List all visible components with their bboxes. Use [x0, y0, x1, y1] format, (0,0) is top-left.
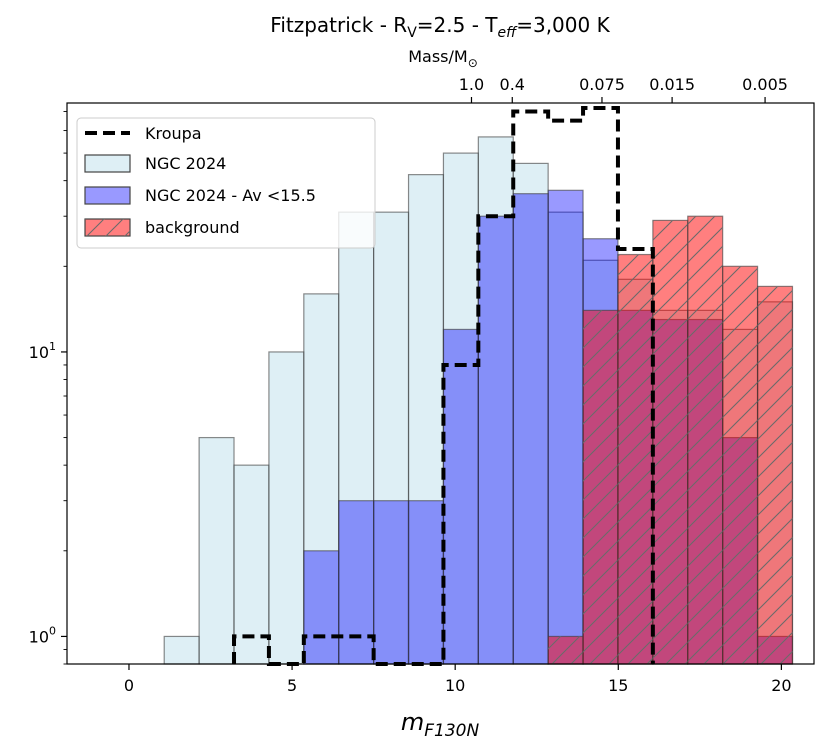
bar-ngc-2024-7: [407, 174, 445, 665]
title-base: Fitzpatrick - R: [270, 13, 407, 37]
bar-ngc-2024-av-15-5-11: [547, 189, 584, 665]
x-axis-label-sub: F130N: [424, 721, 479, 741]
legend-frame: [76, 117, 376, 249]
bar-hatch-background-13: [617, 254, 653, 665]
legend-av-label: NGC 2024 - Av <15.5: [145, 186, 316, 205]
bar-hatch-background-16: [722, 266, 758, 664]
top-tick-label-0.015: 0.015: [649, 75, 695, 94]
bar-ngc-2024-1: [198, 436, 235, 665]
bar-hatch-background-11: [548, 636, 584, 664]
x-tick-label-20: 20: [771, 676, 791, 695]
bar-ngc-2024-9: [477, 136, 514, 665]
top-tick-label-0.005: 0.005: [742, 75, 788, 94]
bar-ngc-2024-av-15-5-7: [407, 500, 445, 665]
top-tick-label-0.075: 0.075: [579, 75, 625, 94]
plot-frame: [66, 102, 815, 665]
bar-ngc-2024-11: [547, 211, 584, 665]
top-tick-label-0.4: 0.4: [500, 75, 525, 94]
legend-ngc2024-swatch: [84, 154, 131, 173]
title-end: =3,000 K: [516, 13, 610, 37]
y-tick-label-base: 10: [29, 343, 49, 362]
bar-ngc-2024-2: [233, 464, 270, 665]
kroupa-step-line: [232, 106, 655, 666]
title-mid: =2.5 - T: [417, 13, 498, 37]
top-axis-label-sub: ⊙: [468, 56, 478, 70]
bar-hatch-background-15: [687, 216, 723, 664]
top-axis-label: Mass/M⊙: [408, 47, 478, 70]
bar-hatch-background-14: [652, 220, 688, 665]
bar-ngc-2024-0: [163, 635, 200, 665]
legend: Kroupa NGC 2024 NGC 2024 - Av <15.5 back…: [76, 117, 376, 249]
legend-av-swatch: [84, 186, 131, 205]
title-sub2: eff: [498, 25, 519, 41]
bar-ngc-2024-av-15-5-6: [373, 500, 410, 665]
bar-ngc-2024-av-15-5-4: [303, 550, 340, 665]
title-sub1: V: [407, 25, 417, 41]
kroupa-layer: [232, 106, 655, 666]
bar-ngc-2024-av-15-5-10: [512, 193, 549, 665]
bar-ngc-2024-av-15-5-5: [338, 500, 375, 665]
y-tick-label-base: 10: [29, 627, 49, 646]
x-axis-label: mF130N: [401, 708, 480, 741]
y-tick-label-exp: 1: [49, 340, 56, 353]
top-axis-label-base: Mass/M: [408, 47, 467, 66]
bar-ngc-2024-av-15-5-8: [442, 328, 479, 665]
bars-layer: [163, 136, 794, 665]
chart-title: Fitzpatrick - RV=2.5 - Teff=3,000 K: [270, 13, 610, 41]
legend-kroupa-label: Kroupa: [145, 124, 202, 143]
bar-hatch-background-12: [583, 310, 618, 664]
y-tick-label-exp: 0: [49, 624, 56, 637]
y-tick-label-10: 101: [29, 340, 56, 362]
top-tick-label-1.0: 1.0: [459, 75, 484, 94]
bar-ngc-2024-av-15-5-9: [477, 215, 514, 665]
bar-ngc-2024-3: [268, 351, 305, 665]
x-tick-label-15: 15: [608, 676, 628, 695]
x-tick-label-10: 10: [445, 676, 465, 695]
bar-ngc-2024-5: [338, 211, 375, 665]
legend-ngc2024-label: NGC 2024: [145, 154, 226, 173]
y-tick-label-1: 100: [29, 624, 56, 646]
bar-hatch-background-17: [757, 286, 793, 664]
legend-background-hatch: [85, 219, 130, 236]
x-tick-label-5: 5: [287, 676, 297, 695]
x-axis-label-base: m: [401, 708, 424, 736]
legend-background-label: background: [145, 218, 240, 237]
x-tick-label-0: 0: [124, 676, 134, 695]
